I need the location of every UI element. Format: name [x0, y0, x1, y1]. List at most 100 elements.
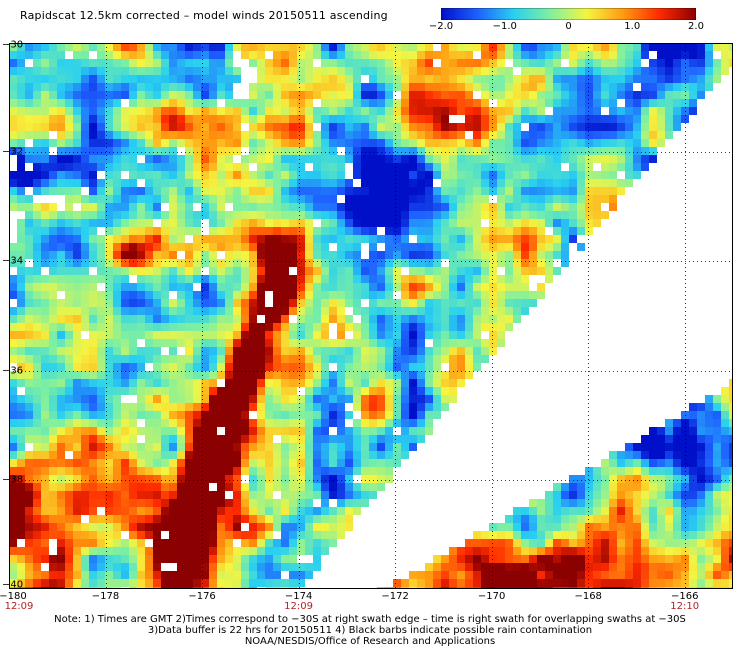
wind-cell [345, 347, 353, 355]
wind-cell [329, 51, 337, 59]
wind-cell [393, 203, 401, 211]
wind-cell [145, 515, 153, 523]
wind-cell [657, 483, 665, 491]
wind-cell [41, 59, 49, 67]
wind-cell [457, 547, 465, 555]
wind-cell [321, 427, 329, 435]
wind-cell [617, 563, 625, 571]
wind-cell [625, 491, 633, 499]
wind-cell [713, 67, 721, 75]
wind-cell [201, 283, 209, 291]
wind-cell [433, 123, 441, 131]
wind-cell [449, 107, 457, 115]
wind-cell [265, 315, 273, 323]
wind-cell [145, 299, 153, 307]
wind-cell [33, 131, 41, 139]
wind-cell [65, 379, 73, 387]
wind-cell [217, 531, 225, 539]
wind-cell [441, 131, 449, 139]
wind-cell [169, 51, 177, 59]
wind-cell [129, 203, 137, 211]
wind-cell [721, 571, 729, 579]
wind-cell [297, 43, 305, 51]
wind-cell [193, 315, 201, 323]
wind-cell [73, 379, 81, 387]
wind-cell [25, 419, 33, 427]
wind-cell [265, 259, 273, 267]
wind-cell [41, 491, 49, 499]
wind-cell [345, 339, 353, 347]
wind-cell [361, 459, 369, 467]
wind-cell [681, 571, 689, 579]
wind-cell [385, 395, 393, 403]
wind-cell [385, 339, 393, 347]
wind-cell [65, 107, 73, 115]
wind-cell [49, 139, 57, 147]
wind-cell [545, 571, 553, 579]
wind-cell [433, 403, 441, 411]
wind-cell [505, 547, 513, 555]
wind-cell [569, 203, 577, 211]
wind-cell [25, 83, 33, 91]
wind-cell [41, 387, 49, 395]
wind-cell [321, 51, 329, 59]
wind-cell [249, 171, 257, 179]
wind-cell [217, 259, 225, 267]
wind-cell [305, 219, 313, 227]
wind-cell [81, 259, 89, 267]
wind-cell [425, 203, 433, 211]
wind-cell [233, 371, 241, 379]
wind-cell [337, 267, 345, 275]
wind-cell [65, 435, 73, 443]
wind-cell [49, 307, 57, 315]
wind-cell [561, 547, 569, 555]
wind-cell [369, 259, 377, 267]
wind-cell [377, 395, 385, 403]
wind-cell [41, 227, 49, 235]
wind-cell [121, 307, 129, 315]
wind-cell [473, 355, 481, 363]
wind-cell [401, 155, 409, 163]
wind-cell [33, 435, 41, 443]
wind-cell [241, 555, 249, 563]
wind-cell [49, 459, 57, 467]
wind-cell [169, 283, 177, 291]
wind-cell [137, 315, 145, 323]
wind-cell [265, 387, 273, 395]
wind-cell [9, 395, 17, 403]
wind-cell [121, 547, 129, 555]
wind-cell [337, 307, 345, 315]
wind-cell [153, 43, 161, 51]
wind-cell [433, 331, 441, 339]
wind-cell [721, 395, 729, 403]
wind-cell [193, 219, 201, 227]
wind-cell [409, 203, 417, 211]
wind-cell [673, 499, 681, 507]
wind-cell [9, 379, 17, 387]
wind-cell [481, 355, 489, 363]
wind-cell [281, 59, 289, 67]
wind-cell [585, 555, 593, 563]
wind-cell [289, 323, 297, 331]
wind-cell [337, 515, 345, 523]
wind-cell [65, 403, 73, 411]
wind-cell [153, 243, 161, 251]
wind-cell [41, 579, 49, 587]
wind-cell [49, 43, 57, 51]
wind-cell [593, 203, 601, 211]
wind-cell [177, 427, 185, 435]
wind-cell [145, 571, 153, 579]
wind-cell [593, 467, 601, 475]
wind-cell [625, 451, 633, 459]
wind-cell [505, 539, 513, 547]
wind-cell [409, 283, 417, 291]
wind-cell [17, 123, 25, 131]
wind-cell [377, 211, 385, 219]
wind-cell [713, 499, 721, 507]
wind-cell [513, 211, 521, 219]
wind-cell [273, 67, 281, 75]
wind-cell [89, 171, 97, 179]
wind-cell [321, 491, 329, 499]
wind-cell [257, 107, 265, 115]
wind-cell [369, 107, 377, 115]
